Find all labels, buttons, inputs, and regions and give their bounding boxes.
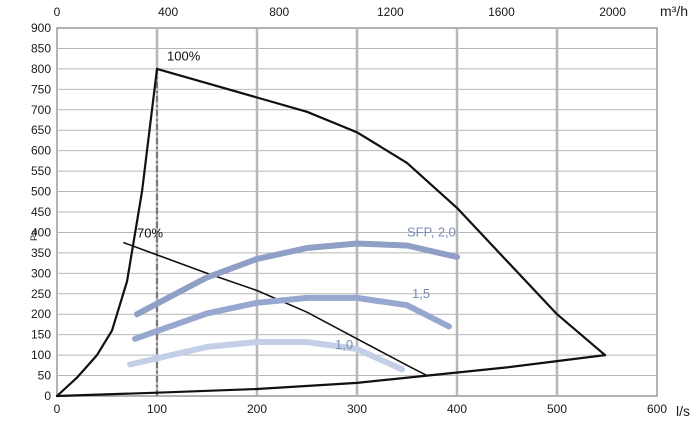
y-tick-label: 700 [31, 103, 51, 117]
annotation-label: 1,5 [412, 286, 430, 301]
y-tick-label: 750 [31, 82, 51, 96]
y-tick-label: 300 [31, 266, 51, 280]
y-tick-label: 550 [31, 164, 51, 178]
x-tick-label: 100 [147, 402, 167, 416]
y-tick-label: 350 [31, 246, 51, 260]
top-tick-label: 2000 [599, 5, 626, 19]
series-line-2 [55, 354, 607, 398]
series-group [55, 67, 607, 398]
y-tick-label: 900 [31, 21, 51, 35]
annotation-label: 1,0 [335, 337, 353, 352]
top-tick-label: 0 [54, 5, 61, 19]
series-line-0 [55, 67, 607, 398]
y-tick-label: 50 [38, 369, 52, 383]
annotation-label: 70% [137, 225, 163, 240]
series-line-5 [127, 339, 405, 373]
x-tick-label: 200 [247, 402, 267, 416]
y-tick-label: 500 [31, 185, 51, 199]
y-tick-label: 850 [31, 41, 51, 55]
x-tick-label: 300 [347, 402, 367, 416]
y-tick-label: 800 [31, 62, 51, 76]
top-tick-label: 800 [269, 5, 289, 19]
y-tick-label: 450 [31, 205, 51, 219]
x-axis-unit: l/s [676, 403, 690, 419]
y-tick-label: 100 [31, 348, 51, 362]
y-axis-ticks: 0 50 100 150 200 250 300 350 400 450 500 550 600 650 7… [31, 21, 51, 403]
y-tick-label: 600 [31, 144, 51, 158]
x-axis-ticks: 0 100 200 300 400 500 600 [54, 402, 668, 416]
x-tick-label: 500 [547, 402, 567, 416]
top-axis-unit: m³/h [660, 3, 688, 19]
top-tick-label: 1600 [488, 5, 515, 19]
y-tick-label: 150 [31, 328, 51, 342]
x-tick-label: 0 [54, 402, 61, 416]
y-tick-label: 650 [31, 123, 51, 137]
top-tick-label: 400 [158, 5, 178, 19]
y-tick-label: 200 [31, 307, 51, 321]
series-line-4 [132, 294, 452, 342]
y-tick-label: 400 [31, 225, 51, 239]
x-tick-label: 600 [647, 402, 667, 416]
y-tick-label: 250 [31, 287, 51, 301]
top-tick-label: 1200 [377, 5, 404, 19]
annotations: 100% 70% SFP, 2,0 1,5 1,0 [137, 49, 456, 352]
y-tick-label: 0 [44, 389, 51, 403]
top-axis-ticks: 0 400 800 1200 1600 2000 [54, 5, 627, 19]
annotation-label: 100% [167, 49, 201, 64]
y-axis-label: Pa [29, 230, 39, 241]
annotation-label: SFP, 2,0 [407, 225, 456, 240]
x-tick-label: 400 [447, 402, 467, 416]
series-line-3 [134, 240, 460, 318]
